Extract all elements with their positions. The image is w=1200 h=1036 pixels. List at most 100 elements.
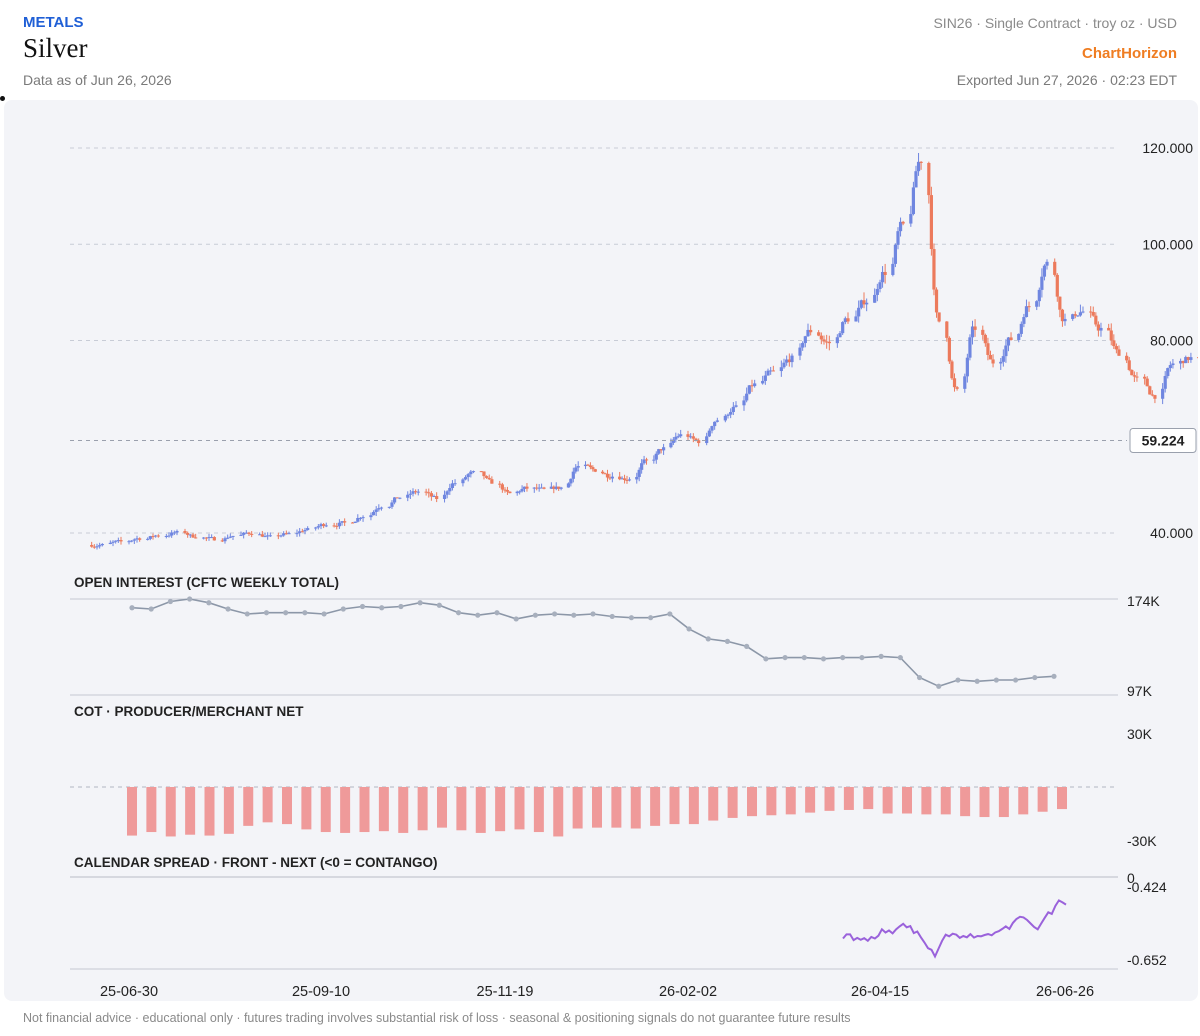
candle-body[interactable] [601, 471, 605, 474]
cot-bar[interactable] [998, 787, 1009, 818]
candle-body[interactable] [1117, 349, 1121, 356]
candle-body[interactable] [973, 326, 977, 330]
cot-bar[interactable] [863, 787, 874, 810]
candle-body[interactable] [838, 333, 842, 338]
candle-body[interactable] [332, 525, 336, 527]
candle-body[interactable] [520, 488, 524, 492]
candle-body[interactable] [337, 522, 341, 527]
cot-bar[interactable] [282, 787, 292, 825]
cot-bar[interactable] [747, 787, 757, 817]
candle-body[interactable] [742, 400, 746, 406]
oi-point[interactable] [436, 602, 442, 608]
candle-body[interactable] [156, 535, 160, 537]
candle-body[interactable] [515, 491, 519, 494]
candle-body[interactable] [608, 477, 612, 479]
oi-point[interactable] [1032, 674, 1038, 681]
candle-body[interactable] [571, 471, 575, 479]
oi-point[interactable] [993, 677, 999, 683]
candle-body[interactable] [603, 473, 607, 475]
cot-bar[interactable] [127, 787, 137, 836]
candle-body[interactable] [92, 546, 96, 548]
candle-body[interactable] [932, 249, 936, 290]
oi-point[interactable] [628, 615, 635, 621]
candle-body[interactable] [263, 536, 267, 538]
candle-body[interactable] [461, 479, 465, 484]
candle-body[interactable] [424, 491, 428, 493]
candle-body[interactable] [697, 440, 701, 444]
oi-point[interactable] [667, 611, 673, 617]
candle-body[interactable] [963, 376, 967, 389]
candle-body[interactable] [1078, 312, 1083, 316]
candle-body[interactable] [679, 434, 683, 437]
oi-point[interactable] [398, 603, 404, 610]
candle-body[interactable] [482, 471, 486, 477]
candle-body[interactable] [753, 383, 757, 387]
candle-body[interactable] [276, 535, 280, 537]
candle-body[interactable] [1099, 327, 1103, 331]
candle-body[interactable] [250, 533, 254, 535]
candle-body[interactable] [1096, 324, 1101, 331]
candle-body[interactable] [371, 511, 376, 516]
oi-point[interactable] [686, 626, 692, 632]
candle-body[interactable] [819, 335, 823, 340]
candle-body[interactable] [618, 476, 622, 480]
candle-body[interactable] [287, 533, 291, 535]
oi-point[interactable] [840, 654, 846, 661]
candle-body[interactable] [644, 459, 649, 461]
candle-body[interactable] [835, 337, 839, 344]
cot-bar[interactable] [340, 787, 351, 833]
candle-body[interactable] [557, 486, 561, 489]
cot-bar[interactable] [475, 787, 486, 833]
oi-point[interactable] [878, 653, 884, 659]
candle-body[interactable] [983, 334, 987, 344]
oi-point[interactable] [897, 654, 903, 661]
candle-body[interactable] [322, 524, 326, 527]
candle-body[interactable] [406, 494, 410, 498]
oi-point[interactable] [455, 610, 462, 616]
candle-body[interactable] [432, 496, 436, 498]
candle-body[interactable] [1001, 356, 1005, 362]
cot-bar[interactable] [204, 787, 215, 836]
candle-body[interactable] [674, 436, 678, 440]
candle-body[interactable] [1109, 330, 1113, 341]
candle-body[interactable] [500, 484, 504, 490]
candle-body[interactable] [642, 459, 646, 464]
oi-point[interactable] [609, 613, 615, 620]
candle-body[interactable] [689, 436, 693, 438]
oi-point[interactable] [724, 638, 731, 644]
candle-body[interactable] [1161, 388, 1165, 399]
candle-body[interactable] [769, 370, 773, 372]
candle-body[interactable] [223, 538, 227, 542]
candle-body[interactable] [1181, 360, 1185, 364]
cot-bar[interactable] [320, 787, 331, 833]
candle-body[interactable] [1143, 376, 1147, 379]
candle-body[interactable] [862, 300, 866, 305]
candle-body[interactable] [950, 361, 954, 379]
candle-body[interactable] [1045, 261, 1049, 266]
cot-bar[interactable] [359, 787, 370, 833]
oi-point[interactable] [551, 611, 558, 617]
candle-body[interactable] [1076, 315, 1080, 317]
candle-body[interactable] [723, 415, 727, 421]
candle-body[interactable] [713, 421, 717, 427]
candle-body[interactable] [503, 489, 507, 491]
candle-body[interactable] [911, 187, 916, 215]
oi-point[interactable] [648, 615, 654, 621]
oi-point[interactable] [475, 612, 481, 618]
candle-body[interactable] [937, 312, 941, 322]
oi-point[interactable] [494, 610, 500, 616]
candle-body[interactable] [1163, 376, 1167, 389]
candle-body[interactable] [172, 532, 176, 534]
candle-body[interactable] [100, 544, 104, 546]
oi-point[interactable] [974, 678, 980, 684]
candle-body[interactable] [552, 486, 556, 489]
candle-body[interactable] [715, 420, 719, 422]
candle-body[interactable] [654, 453, 658, 460]
candle-body[interactable] [554, 486, 558, 489]
candle-body[interactable] [1135, 376, 1139, 378]
candle-body[interactable] [1130, 369, 1134, 376]
candle-body[interactable] [231, 535, 235, 537]
candle-body[interactable] [448, 488, 452, 492]
candle-body[interactable] [414, 491, 418, 493]
candle-body[interactable] [498, 483, 502, 485]
